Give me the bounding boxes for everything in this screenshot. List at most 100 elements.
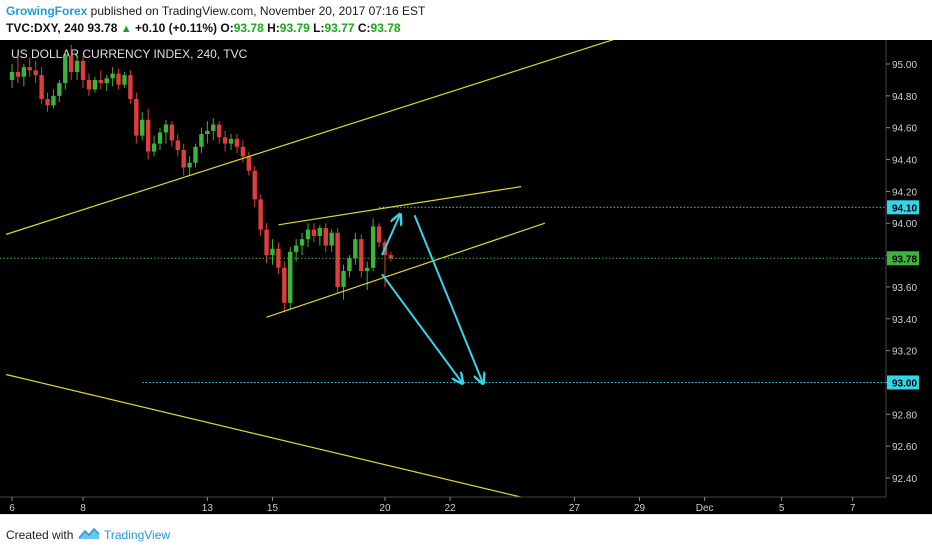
time-tick-label: 7	[850, 503, 856, 514]
candle-body	[39, 75, 44, 100]
candles	[9, 44, 394, 313]
candle-body	[181, 149, 186, 168]
candle-body	[9, 71, 15, 80]
candle-body	[341, 271, 346, 287]
price-tick-label: 92.40	[892, 474, 917, 485]
time-tick-label: 22	[445, 503, 457, 514]
projection-arrow	[381, 215, 400, 256]
price-tick-label: 94.20	[892, 187, 917, 198]
high-value: 93.79	[279, 21, 310, 35]
candle-body	[122, 75, 127, 85]
price-tick-label: 93.20	[892, 347, 917, 358]
close-label: C:	[357, 21, 371, 35]
candle-body	[199, 134, 204, 147]
candle-body	[104, 78, 109, 84]
candle-body	[388, 255, 394, 259]
price-tick-label: 94.80	[892, 92, 917, 103]
candle-body	[359, 239, 364, 271]
time-tick-label: 20	[379, 503, 391, 514]
low-value: 93.77	[324, 21, 355, 35]
candle-body	[211, 124, 216, 131]
candle-body	[163, 124, 169, 133]
candle-body	[311, 229, 317, 236]
created-with-text: Created with	[6, 528, 74, 542]
chart-title: US DOLLAR CURRENCY INDEX, 240, TVC	[11, 47, 248, 61]
candle-body	[217, 124, 222, 138]
trendline-lower-channel	[5, 373, 522, 497]
drawings	[0, 40, 886, 497]
ohlc-legend: TVC:DXY, 240 93.78 ▲ +0.10 (+0.11%) O:93…	[6, 21, 401, 35]
candle-body	[240, 146, 246, 157]
price-tick-label: 94.60	[892, 124, 917, 135]
chart-header: GrowingForex published on TradingView.co…	[0, 0, 932, 40]
candle-body	[169, 124, 175, 141]
candle-body	[293, 245, 299, 252]
candle-body	[57, 83, 62, 96]
candle-body	[74, 60, 80, 72]
candle-body	[370, 226, 376, 268]
candle-body	[205, 130, 210, 135]
price-chart[interactable]: US DOLLAR CURRENCY INDEX, 240, TVC 95.00…	[0, 40, 932, 514]
candle-body	[51, 95, 56, 106]
candle-body	[157, 132, 163, 144]
candle-body	[187, 162, 192, 168]
candle-body	[151, 143, 157, 152]
candle-body	[228, 138, 234, 144]
chart-area[interactable]: US DOLLAR CURRENCY INDEX, 240, TVC 95.00…	[0, 40, 932, 514]
tradingview-link[interactable]: TradingView	[104, 528, 171, 542]
published-text: published on TradingView.com, November 2…	[87, 4, 426, 18]
time-tick-label: 8	[80, 503, 86, 514]
publish-info: GrowingForex published on TradingView.co…	[6, 4, 425, 18]
price-tick-label: 95.00	[892, 60, 917, 71]
author-link[interactable]: GrowingForex	[6, 4, 88, 18]
level-tag-label: 93.00	[892, 378, 917, 389]
last-price: 93.78	[87, 21, 118, 35]
candle-body	[264, 229, 269, 256]
price-axis[interactable]: 95.0094.8094.6094.4094.2094.0093.8093.60…	[885, 40, 919, 497]
time-tick-label: 5	[779, 503, 785, 514]
time-tick-label: 27	[569, 503, 581, 514]
candle-body	[329, 232, 334, 246]
time-tick-label: 15	[267, 503, 279, 514]
candle-body	[45, 99, 50, 106]
candle-body	[258, 199, 263, 230]
price-tick-label: 93.60	[892, 283, 917, 294]
footer: Created with TradingView	[0, 514, 932, 551]
time-tick-label: 6	[9, 503, 15, 514]
candle-body	[98, 79, 103, 84]
candle-body	[282, 267, 287, 303]
candle-body	[110, 73, 115, 79]
trendline-wedge-upper	[278, 186, 522, 226]
level-tag-label: 93.78	[892, 254, 917, 265]
price-tick-label: 93.40	[892, 315, 917, 326]
candle-body	[365, 267, 370, 271]
open-value: 93.78	[233, 21, 264, 35]
candle-body	[317, 228, 323, 236]
trendlines	[0, 40, 886, 497]
candle-body	[335, 232, 340, 287]
candle-body	[140, 119, 145, 136]
candle-body	[116, 73, 121, 85]
candle-body	[270, 248, 275, 256]
candle-body	[288, 251, 293, 303]
tradingview-logo-icon	[78, 527, 100, 539]
price-tick-label: 92.80	[892, 410, 917, 421]
price-tick-label: 94.00	[892, 219, 917, 230]
candle-body	[246, 156, 251, 171]
level-tag	[887, 375, 919, 390]
candle-body	[347, 258, 352, 271]
candle-body	[323, 228, 328, 246]
candle-body	[276, 248, 281, 268]
candle-body	[305, 229, 311, 240]
level-tag-label: 94.10	[892, 203, 917, 214]
candle-body	[376, 226, 382, 243]
candle-body	[128, 75, 133, 100]
projection-arrow	[413, 214, 483, 382]
candle-body	[145, 119, 151, 152]
close-value: 93.78	[370, 21, 401, 35]
symbol-label[interactable]: TVC:DXY, 240	[6, 21, 85, 35]
candle-body	[27, 67, 32, 71]
time-axis[interactable]: 6 8 13 15 20 22 27 29 Dec 5 7	[0, 496, 886, 514]
candle-body	[33, 70, 38, 76]
candle-body	[252, 170, 257, 200]
